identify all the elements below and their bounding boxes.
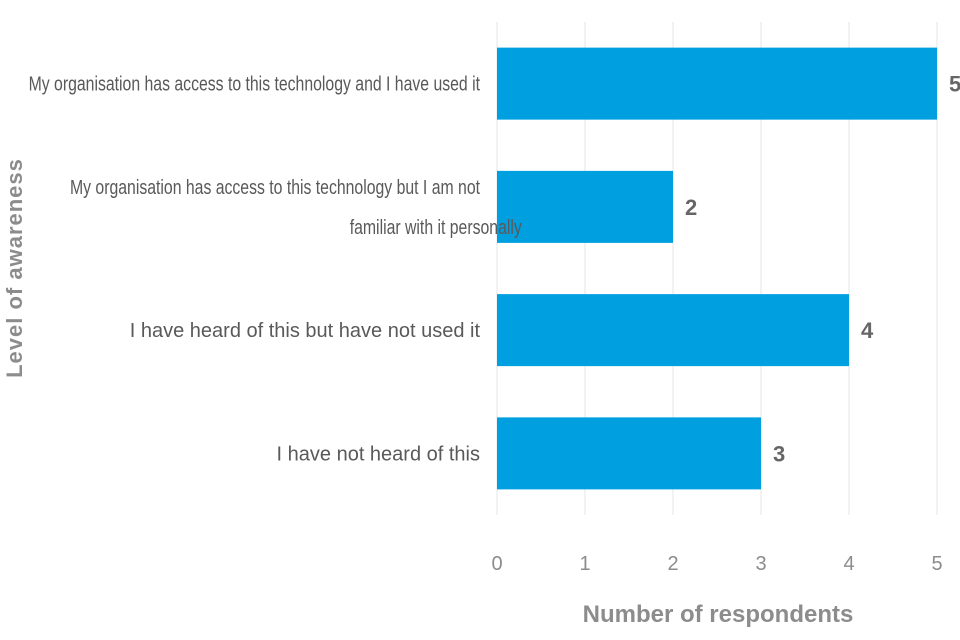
- category-label-line: familiar with it personally: [350, 216, 522, 238]
- data-label: 4: [861, 318, 874, 343]
- category-label: I have heard of this but have not used i…: [130, 320, 481, 342]
- category-label-line: I have not heard of this: [277, 443, 480, 465]
- bar: [497, 294, 849, 367]
- x-tick-label: 4: [843, 553, 854, 575]
- x-tick-label: 3: [755, 553, 766, 575]
- y-axis-title: Level of awareness: [2, 158, 27, 378]
- value-labels: 5 2 4 3: [685, 72, 960, 467]
- data-label: 3: [773, 441, 785, 466]
- category-label-line: My organisation has access to this techn…: [70, 176, 480, 198]
- x-tick-label: 2: [667, 553, 678, 575]
- category-label: My organisation has access to this techn…: [29, 73, 480, 95]
- x-tick-label: 5: [931, 553, 942, 575]
- data-label: 5: [949, 72, 960, 97]
- x-tick-label: 1: [579, 553, 590, 575]
- x-tick-labels: 0 1 2 3 4 5: [491, 553, 942, 575]
- category-label: I have not heard of this: [277, 443, 480, 465]
- bar: [497, 417, 761, 490]
- x-tick-label: 0: [491, 553, 502, 575]
- category-label-line: My organisation has access to this techn…: [29, 73, 480, 95]
- category-label: My organisation has access to this techn…: [70, 176, 522, 238]
- bar: [497, 170, 673, 243]
- x-axis-title: Number of respondents: [583, 601, 854, 628]
- category-label-line: I have heard of this but have not used i…: [130, 320, 481, 342]
- bars: [497, 47, 937, 490]
- category-labels: My organisation has access to this techn…: [29, 73, 522, 466]
- data-label: 2: [685, 195, 697, 220]
- bar: [497, 47, 937, 120]
